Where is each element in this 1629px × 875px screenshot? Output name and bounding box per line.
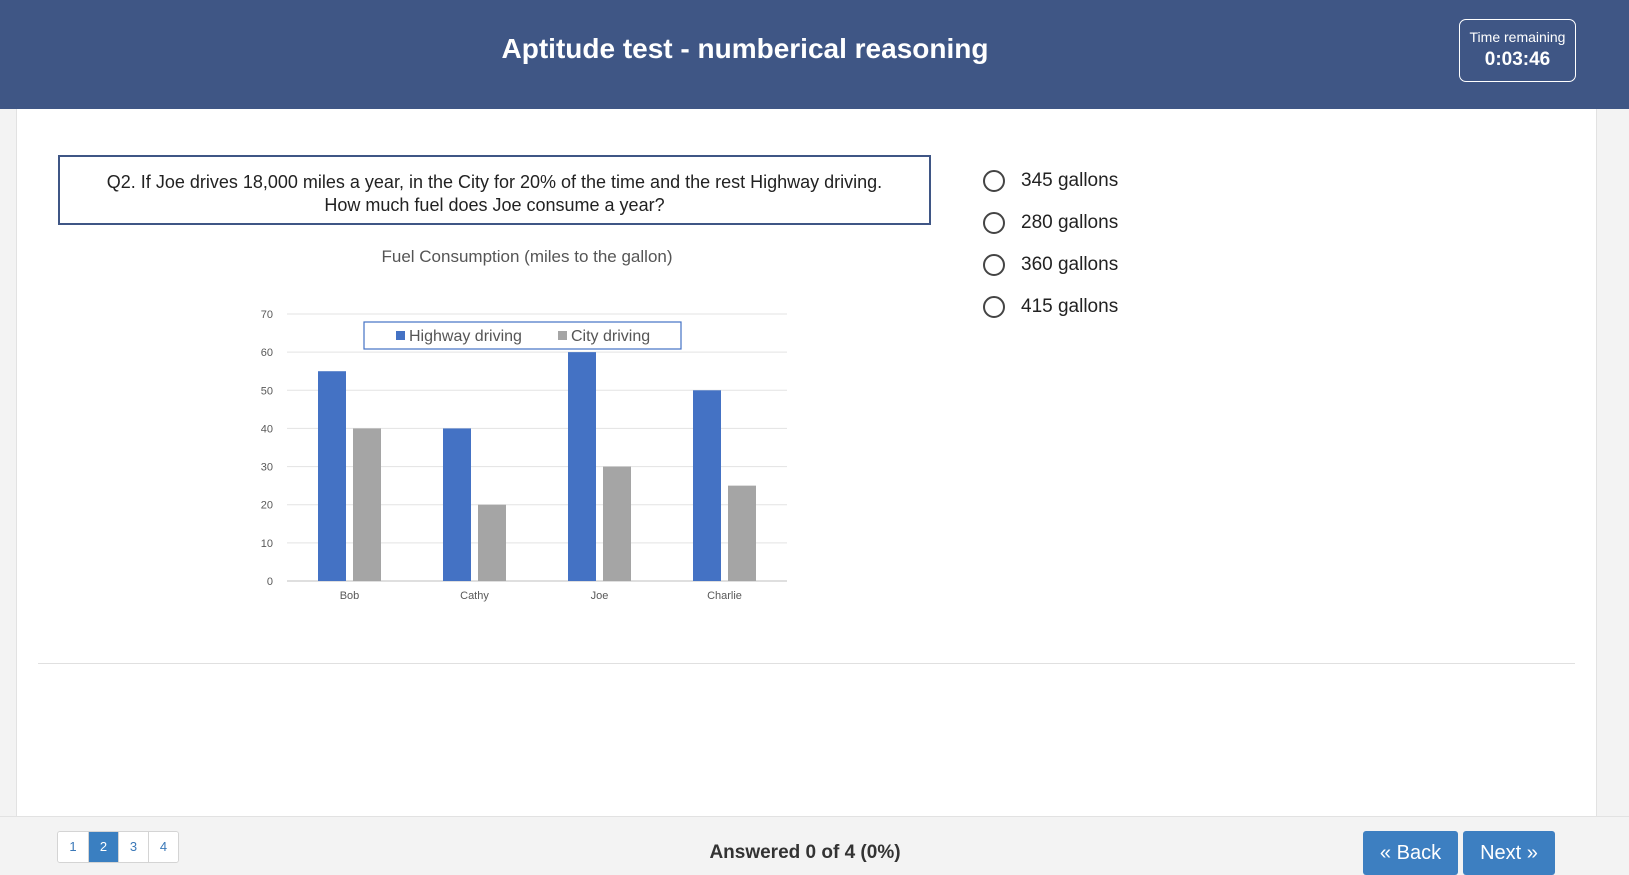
y-tick-label: 70 [261,309,273,321]
radio-icon[interactable] [983,254,1005,276]
y-tick-label: 20 [261,500,273,512]
page-2-button[interactable]: 2 [88,832,118,862]
option-label: 280 gallons [1021,212,1119,233]
radio-icon[interactable] [983,212,1005,234]
bar-city-driving-joe [603,466,631,581]
option-2[interactable]: 280 gallons [983,202,1118,244]
x-tick-label: Bob [340,590,360,602]
fuel-chart: Fuel Consumption (miles to the gallon) 0 1… [250,245,810,615]
back-button[interactable]: « Back [1363,831,1458,875]
bar-highway-driving-joe [568,352,596,581]
question-line-1: Q2. If Joe drives 18,000 miles a year, i… [106,172,883,192]
timer-label: Time remaining [1469,29,1566,45]
content-panel [16,109,1597,816]
question-box: Q2. If Joe drives 18,000 miles a year, i… [58,155,931,225]
bar-city-driving-charlie [728,485,756,581]
option-label: 360 gallons [1021,254,1119,275]
legend-label: Highway driving [409,328,522,345]
option-label: 415 gallons [1021,296,1119,317]
bar-city-driving-bob [353,428,381,581]
content-divider [38,663,1575,664]
y-tick-label: 50 [261,385,273,397]
pagination: 1 2 3 4 [57,831,179,863]
bar-city-driving-cathy [478,504,506,581]
bar-highway-driving-cathy [443,428,471,581]
x-tick-label: Charlie [707,590,742,602]
question-line-2: How much fuel does Joe consume a year? [324,195,665,215]
answer-options: 345 gallons 280 gallons 360 gallons 415 … [983,160,1118,328]
header-bar: Aptitude test - numberical reasoning Tim… [0,0,1629,109]
y-tick-label: 10 [261,538,273,550]
chart-legend [363,321,682,350]
x-tick-label: Joe [591,590,609,602]
legend-swatch [558,331,567,340]
y-tick-label: 30 [261,462,273,474]
x-tick-label: Cathy [460,590,489,602]
page-4-button[interactable]: 4 [148,832,178,862]
legend-swatch [396,331,405,340]
y-tick-label: 40 [261,423,273,435]
next-button[interactable]: Next » [1463,831,1555,875]
y-tick-label: 0 [267,576,273,588]
page-3-button[interactable]: 3 [118,832,148,862]
radio-icon[interactable] [983,170,1005,192]
chart-svg: Fuel Consumption (miles to the gallon) 0 1… [261,247,787,602]
bar-highway-driving-bob [318,371,346,581]
radio-icon[interactable] [983,296,1005,318]
option-4[interactable]: 415 gallons [983,286,1118,328]
y-tick-label: 60 [261,347,273,359]
timer-box: Time remaining 0:03:46 [1459,19,1576,82]
footer-bar: 1 2 3 4 Answered 0 of 4 (0%) « Back Next… [0,816,1629,875]
option-1[interactable]: 345 gallons [983,160,1118,202]
option-3[interactable]: 360 gallons [983,244,1118,286]
chart-title: Fuel Consumption (miles to the gallon) [381,247,672,266]
page-title: Aptitude test - numberical reasoning [501,33,989,64]
legend-label: City driving [571,328,650,345]
page-1-button[interactable]: 1 [58,832,88,862]
timer-value: 0:03:46 [1484,49,1551,70]
option-label: 345 gallons [1021,170,1119,191]
bar-highway-driving-charlie [693,390,721,581]
answered-status: Answered 0 of 4 (0%) [709,842,901,863]
